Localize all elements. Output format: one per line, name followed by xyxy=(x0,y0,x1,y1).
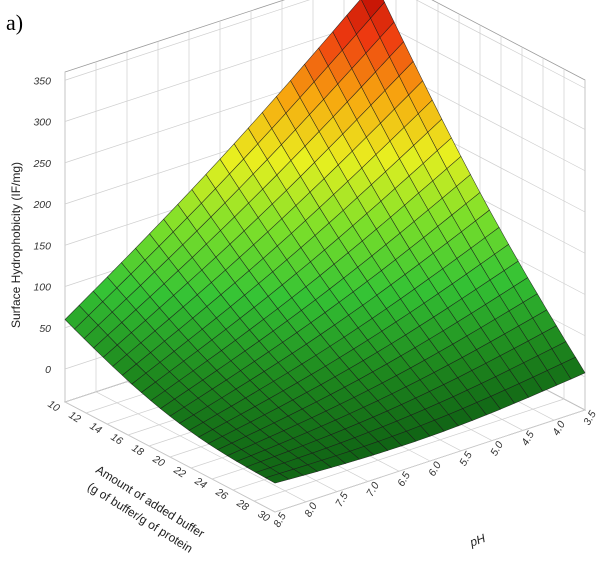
z-tick-label: 350 xyxy=(33,75,51,87)
x-tick-label: 18 xyxy=(129,442,145,458)
y-tick-label: 4.0 xyxy=(550,419,568,438)
x-tick-label: 22 xyxy=(171,464,188,481)
surface-mesh xyxy=(64,0,586,484)
x-tick-label: 12 xyxy=(66,409,82,425)
x-tick-label: 10 xyxy=(45,398,61,414)
x-tick-label: 16 xyxy=(108,431,124,447)
y-tick-label: 3.5 xyxy=(581,409,599,428)
z-tick-label: 50 xyxy=(39,323,51,335)
y-tick-label: 7.0 xyxy=(364,480,382,499)
z-tick-label: 150 xyxy=(33,240,51,252)
z-tick-label: 0 xyxy=(45,364,51,376)
y-tick-label: 7.5 xyxy=(333,490,351,509)
y-tick-label: 6.5 xyxy=(395,470,413,489)
surface-cell xyxy=(264,473,290,484)
x-tick-label: 24 xyxy=(192,475,209,492)
y-tick-label: 5.5 xyxy=(457,450,475,469)
y-tick-label: 5.0 xyxy=(488,439,506,458)
y-tick-label: 8.0 xyxy=(302,501,320,520)
z-tick-label: 250 xyxy=(32,158,51,170)
z-tick-label: 300 xyxy=(33,117,51,129)
y-tick-label: 6.0 xyxy=(426,460,444,479)
x-tick-label: 14 xyxy=(87,420,103,436)
x-tick-label: 26 xyxy=(213,486,230,503)
x-tick-label: 20 xyxy=(150,453,167,470)
y-axis-title: pH xyxy=(467,531,487,550)
panel-label: a) xyxy=(6,10,23,35)
y-tick-label: 8.5 xyxy=(271,511,289,530)
x-tick-label: 30 xyxy=(255,508,271,524)
y-tick-label: 4.5 xyxy=(519,429,537,448)
z-tick-label: 100 xyxy=(33,282,51,294)
x-tick-label: 28 xyxy=(234,497,251,514)
z-tick-label: 200 xyxy=(32,199,51,211)
z-axis-title: Surface Hydrophobicity (IF/mg) xyxy=(9,162,23,328)
